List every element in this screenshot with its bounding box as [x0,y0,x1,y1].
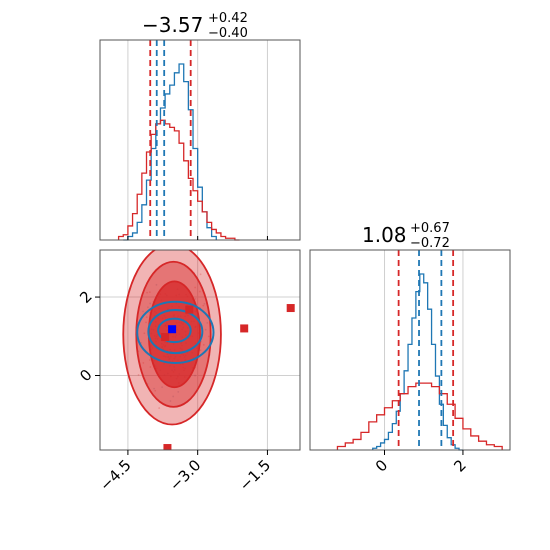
corner-2d-frame [99,249,301,451]
sample-point [154,389,157,392]
param2-title: 1.08 +0.67 −0.72 [362,221,450,251]
sample-point [158,407,161,409]
sample-point [194,374,196,377]
sample-point [145,316,148,319]
red-histogram-series [336,382,503,450]
x-tick-label: 2 [450,456,469,475]
y-tick-label: 2 [76,287,95,306]
x-tick-label: −3.0 [166,456,204,494]
sample-point [149,302,152,305]
sample-point [169,400,172,402]
sample-point [137,374,140,376]
blue-contour-level [157,317,192,344]
sample-point [145,321,147,324]
sample-point [149,366,152,368]
sample-point [194,286,197,289]
sample-point [148,291,151,294]
sample-point [142,310,144,313]
corner-2d-panel: −4.5 −3.0 −1.5 0 2 [76,249,301,495]
sample-point [155,283,158,286]
sample-point [148,311,151,314]
hist-param2-frame [309,249,511,451]
sample-point [202,343,205,346]
sample-point [143,332,146,335]
sample-point [198,290,201,293]
corner-2d-content [100,250,300,450]
sample-point [142,362,145,364]
param2-minus: −0.72 [410,236,450,251]
sample-point [207,335,210,338]
sample-point [204,328,207,331]
red-marker [240,324,249,333]
red-histogram-series [117,119,240,241]
blue-contour-level [136,300,215,364]
y-tick-label: 0 [76,366,95,385]
red-marker [286,304,295,313]
x-tick-label: 0 [372,456,391,475]
sample-point [153,387,156,390]
red-contour-level [147,280,201,389]
sample-point [177,390,180,393]
sample-point [199,349,202,352]
red-marker [161,333,170,342]
sample-point [206,321,209,324]
x-tick-label: −1.5 [236,456,274,494]
sample-point [202,304,205,307]
param1-median: −3.57 [142,13,203,37]
sample-point [147,306,149,309]
blue-histogram-series [123,63,217,241]
sample-point [194,297,197,300]
sample-point [146,291,148,294]
blue-histogram-series [372,273,463,451]
blue-contour-level [147,309,204,355]
param2-plus: +0.67 [410,221,450,236]
sample-point [203,302,206,305]
red-marker [185,305,194,314]
param2-median: 1.08 [362,223,407,247]
red-marker [163,444,172,450]
hist-param1-frame [99,39,301,241]
param1-minus: −0.40 [208,26,248,41]
hist-param1-panel [99,39,301,241]
param1-plus: +0.42 [208,11,248,26]
blue-marker [168,325,177,334]
sample-point [172,395,175,398]
sample-point [199,273,202,276]
x-tick-label: −4.5 [96,456,134,494]
param1-title: −3.57 +0.42 −0.40 [142,11,248,41]
sample-point [161,386,164,389]
sample-point [148,359,151,361]
